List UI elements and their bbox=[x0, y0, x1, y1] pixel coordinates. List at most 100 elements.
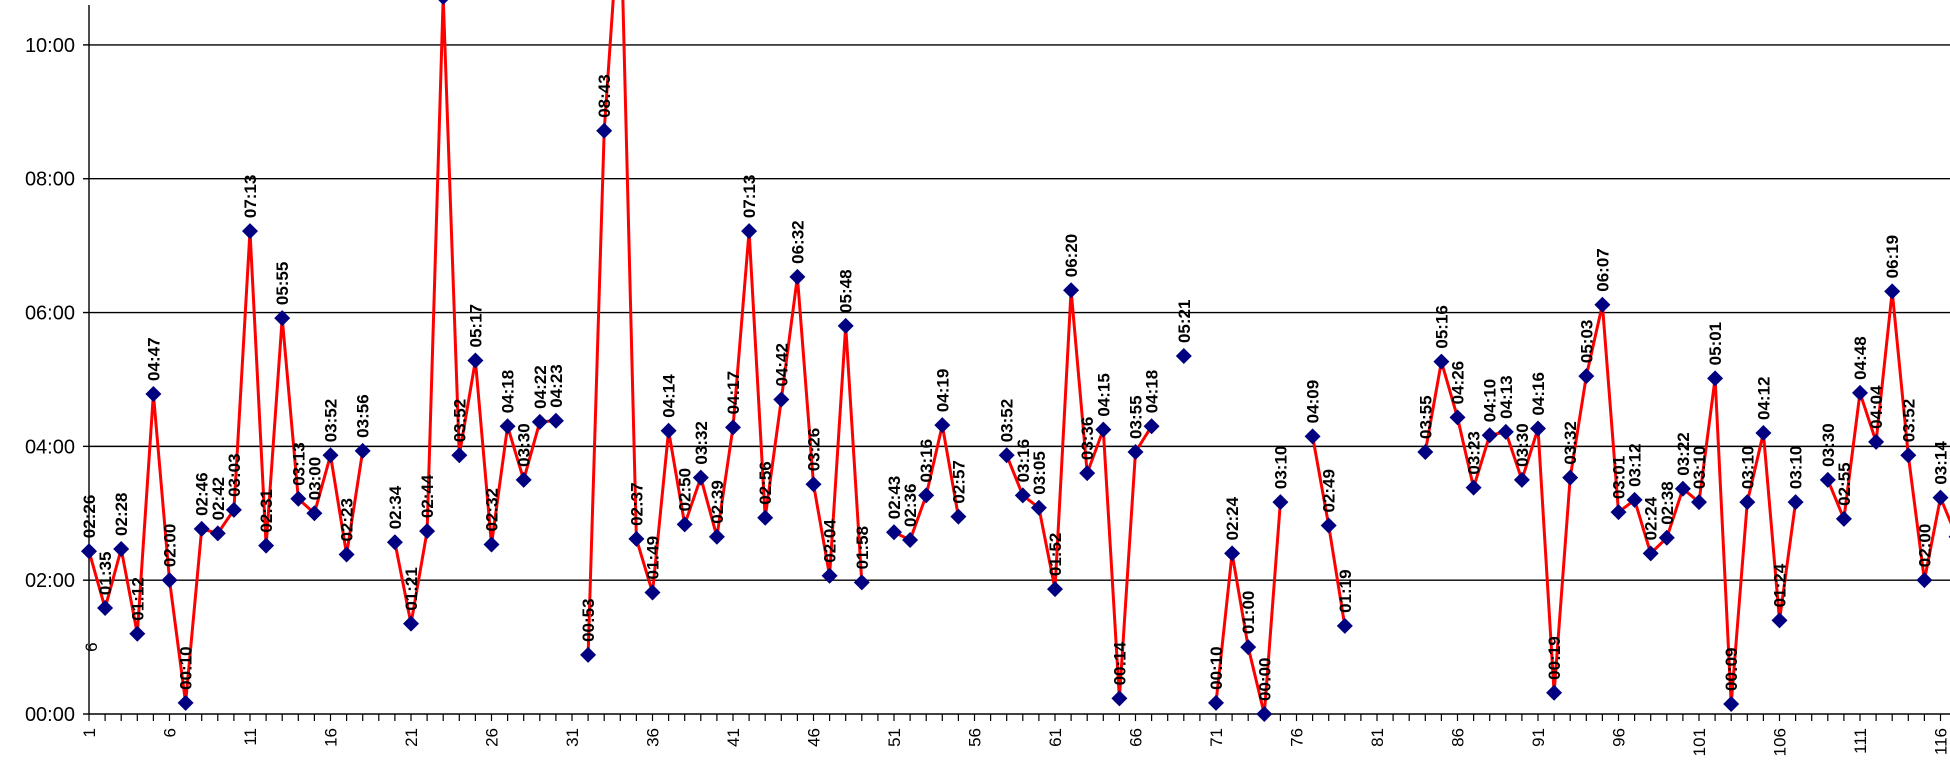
annotation-label: 6 bbox=[82, 642, 101, 651]
data-label: 03:52 bbox=[998, 399, 1017, 442]
data-point-marker bbox=[1321, 518, 1337, 534]
data-label: 05:16 bbox=[1432, 305, 1451, 348]
x-tick-label: 96 bbox=[1610, 728, 1629, 747]
data-label: 02:32 bbox=[483, 488, 502, 531]
data-label: 00:10 bbox=[177, 646, 196, 689]
x-tick-label: 111 bbox=[1851, 728, 1870, 754]
data-point-marker bbox=[1868, 434, 1884, 450]
data-label: 02:44 bbox=[418, 474, 437, 518]
data-point-marker bbox=[451, 447, 467, 463]
data-label: 03:30 bbox=[1819, 423, 1838, 466]
data-label: 01:52 bbox=[1046, 533, 1065, 576]
data-label: 08:43 bbox=[595, 74, 614, 117]
data-label: 04:16 bbox=[1529, 372, 1548, 415]
data-label: 04:13 bbox=[1497, 375, 1516, 418]
data-label: 01:35 bbox=[96, 552, 115, 595]
data-label: 06:20 bbox=[1062, 234, 1081, 277]
data-label: 05:21 bbox=[1175, 300, 1194, 343]
data-point-marker bbox=[339, 547, 355, 563]
data-point-marker bbox=[789, 269, 805, 285]
data-point-marker bbox=[178, 695, 194, 711]
data-label: 01:21 bbox=[402, 567, 421, 610]
data-labels: 02:2601:3502:2801:1204:4702:0000:1002:46… bbox=[80, 0, 1950, 701]
data-label: 02:37 bbox=[627, 482, 646, 525]
data-point-marker bbox=[1176, 348, 1192, 364]
data-label: 02:57 bbox=[949, 460, 968, 503]
data-point-marker bbox=[1594, 297, 1610, 313]
data-point-marker bbox=[1788, 494, 1804, 510]
data-label: 04:17 bbox=[724, 371, 743, 414]
data-label: 03:52 bbox=[450, 399, 469, 442]
data-label: 01:19 bbox=[1336, 569, 1355, 612]
data-point-marker bbox=[484, 536, 500, 552]
x-tick-label: 21 bbox=[402, 728, 421, 747]
data-label: 01:58 bbox=[853, 526, 872, 569]
data-label: 03:10 bbox=[1690, 446, 1709, 489]
data-point-marker bbox=[757, 510, 773, 526]
data-label: 05:03 bbox=[1577, 320, 1596, 363]
x-tick-label: 1 bbox=[80, 728, 99, 737]
data-label: 00:10 bbox=[1207, 646, 1226, 689]
y-tick-label: 06:00 bbox=[25, 303, 75, 325]
data-point-marker bbox=[580, 647, 596, 663]
x-tick-label: 51 bbox=[885, 728, 904, 747]
data-point-marker bbox=[129, 626, 145, 642]
data-label: 03:26 bbox=[805, 428, 824, 471]
x-tick-label: 91 bbox=[1529, 728, 1548, 747]
data-point-marker bbox=[1546, 685, 1562, 701]
data-label: 04:42 bbox=[772, 343, 791, 386]
data-point-marker bbox=[113, 541, 129, 557]
x-tick-label: 86 bbox=[1449, 728, 1468, 747]
data-point-marker bbox=[1095, 422, 1111, 438]
data-point-marker bbox=[1852, 385, 1868, 401]
x-tick-label: 31 bbox=[563, 728, 582, 747]
data-label: 05:55 bbox=[273, 262, 292, 305]
data-label: 04:18 bbox=[1143, 370, 1162, 413]
data-label: 01:00 bbox=[1239, 591, 1258, 634]
data-point-marker bbox=[1772, 612, 1788, 628]
data-label: 01:24 bbox=[1771, 563, 1790, 607]
data-point-marker bbox=[950, 509, 966, 525]
data-point-marker bbox=[1450, 409, 1466, 425]
data-point-marker bbox=[1707, 370, 1723, 386]
data-label: 03:10 bbox=[1738, 446, 1757, 489]
data-point-marker bbox=[500, 418, 516, 434]
data-point-marker bbox=[677, 516, 693, 532]
data-label: 03:10 bbox=[1787, 446, 1806, 489]
data-label: 06:19 bbox=[1883, 235, 1902, 278]
x-tick-label: 6 bbox=[161, 728, 180, 737]
data-point-marker bbox=[1578, 368, 1594, 384]
data-point-marker bbox=[1755, 425, 1771, 441]
data-point-marker bbox=[1739, 494, 1755, 510]
data-point-marker bbox=[467, 352, 483, 368]
data-point-marker bbox=[1144, 418, 1160, 434]
data-label: 04:14 bbox=[660, 374, 679, 418]
series-line bbox=[89, 0, 1950, 714]
data-point-marker bbox=[258, 538, 274, 554]
data-point-marker bbox=[403, 616, 419, 632]
data-point-marker bbox=[838, 318, 854, 334]
data-label: 02:34 bbox=[386, 485, 405, 529]
data-point-marker bbox=[918, 487, 934, 503]
data-label: 04:18 bbox=[499, 370, 518, 413]
data-label: 02:36 bbox=[901, 484, 920, 527]
data-point-marker bbox=[145, 386, 161, 402]
data-point-marker bbox=[709, 529, 725, 545]
data-point-marker bbox=[242, 223, 258, 239]
data-point-marker bbox=[725, 419, 741, 435]
data-point-marker bbox=[97, 600, 113, 616]
x-tick-label: 61 bbox=[1046, 728, 1065, 747]
data-label: 02:39 bbox=[708, 480, 727, 523]
data-label: 03:12 bbox=[1626, 443, 1645, 486]
data-point-marker bbox=[81, 543, 97, 559]
data-label: 02:04 bbox=[821, 519, 840, 563]
series-markers bbox=[81, 0, 1950, 722]
x-tick-label: 81 bbox=[1368, 728, 1387, 747]
data-label: 03:16 bbox=[917, 439, 936, 482]
y-tick-label: 10:00 bbox=[25, 35, 75, 57]
data-label: 04:19 bbox=[933, 369, 952, 412]
data-label: 07:13 bbox=[241, 175, 260, 218]
data-label: 02:00 bbox=[161, 524, 180, 567]
